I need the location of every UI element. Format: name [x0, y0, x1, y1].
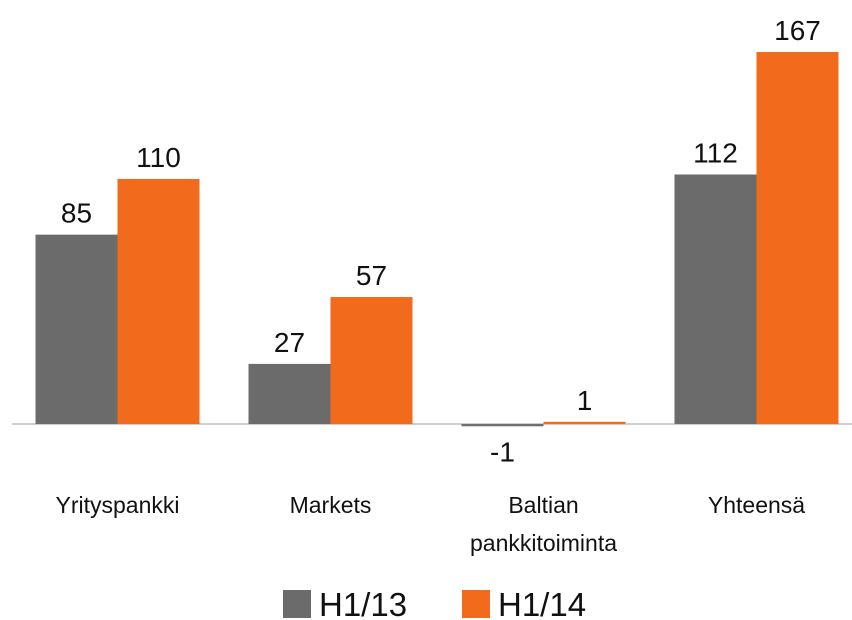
value-label: 112: [693, 138, 738, 169]
bar: [461, 424, 544, 427]
legend-swatch: [462, 590, 490, 618]
value-label: 167: [774, 15, 821, 46]
bar: [117, 178, 200, 425]
legend-swatch: [283, 590, 311, 618]
x-tick-label: Markets: [290, 492, 372, 518]
value-label: 110: [136, 142, 181, 173]
x-tick-label: Yhteensä: [708, 492, 805, 518]
bar: [543, 421, 626, 425]
value-label: 85: [61, 198, 92, 229]
x-tick-label: Baltian pankkitoiminta: [470, 492, 617, 556]
bar: [674, 174, 757, 425]
legend-label: H1/14: [498, 586, 586, 620]
bar: [756, 51, 839, 425]
bar: [330, 297, 413, 425]
value-label: 1: [577, 385, 593, 416]
x-tick-label: Yrityspankki: [56, 492, 180, 518]
value-label: 27: [274, 327, 305, 358]
value-label: -1: [490, 436, 515, 467]
legend-label: H1/13: [319, 586, 407, 620]
value-label: 57: [356, 260, 387, 291]
bar: [35, 234, 118, 425]
bar: [248, 363, 331, 425]
